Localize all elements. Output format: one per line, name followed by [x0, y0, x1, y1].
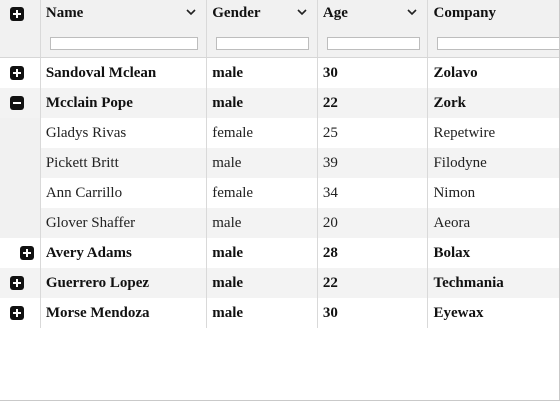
table-row[interactable]: Glover Shaffer male 20 Aeora [0, 208, 559, 238]
grid-header: Name Gender Age Company [0, 0, 559, 58]
cell-name: Pickett Britt [41, 148, 208, 178]
row-expander-cell[interactable] [0, 298, 41, 328]
row-expander-cell[interactable] [0, 238, 41, 268]
header-expand-all[interactable] [0, 0, 41, 57]
row-expander-cell [0, 118, 41, 148]
expand-icon[interactable] [20, 246, 34, 260]
cell-company: Bolax [433, 245, 471, 261]
table-row[interactable]: Pickett Britt male 39 Filodyne [0, 148, 559, 178]
column-title-gender[interactable]: Gender [212, 5, 261, 21]
cell-age: 25 [318, 118, 429, 148]
row-expander-cell [0, 148, 41, 178]
expand-icon[interactable] [10, 306, 24, 320]
chevron-down-icon[interactable] [296, 6, 308, 18]
cell-name: Guerrero Lopez [41, 268, 208, 298]
cell-name: Mcclain Pope [41, 88, 208, 118]
table-row[interactable]: Ann Carrillo female 34 Nimon [0, 178, 559, 208]
chevron-down-icon[interactable] [185, 6, 197, 18]
table-row[interactable]: Guerrero Lopez male 22 Techmania [0, 268, 559, 298]
table-row[interactable]: Morse Mendoza male 30 Eyewax [0, 298, 559, 328]
cell-age: 30 [318, 58, 429, 88]
row-expander-cell [0, 178, 41, 208]
cell-age: 22 [318, 88, 429, 118]
cell-name: Sandoval Mclean [41, 58, 208, 88]
cell-company: Eyewax [433, 305, 484, 321]
expand-icon[interactable] [10, 66, 24, 80]
cell-name: Glover Shaffer [41, 208, 208, 238]
header-company[interactable]: Company [428, 0, 559, 57]
cell-gender: male [207, 298, 318, 328]
table-row[interactable]: Gladys Rivas female 25 Repetwire [0, 118, 559, 148]
row-expander-cell [0, 208, 41, 238]
cell-company: Nimon [433, 185, 476, 201]
cell-age: 30 [318, 298, 429, 328]
header-name[interactable]: Name [40, 0, 208, 57]
filter-age-input[interactable] [326, 37, 420, 50]
collapse-icon[interactable] [10, 96, 24, 110]
cell-age: 34 [318, 178, 429, 208]
cell-company: Filodyne [433, 155, 487, 171]
cell-name: Gladys Rivas [41, 118, 208, 148]
table-row[interactable]: Mcclain Pope male 22 Zork [0, 88, 559, 118]
cell-company: Repetwire [433, 125, 496, 141]
table-row[interactable]: Avery Adams male 28 Bolax [0, 238, 559, 268]
cell-name: Morse Mendoza [41, 298, 208, 328]
cell-gender: male [207, 208, 318, 238]
filter-gender-input[interactable] [216, 37, 310, 50]
cell-gender: male [207, 268, 318, 298]
column-title-name[interactable]: Name [45, 5, 84, 21]
cell-gender: male [207, 148, 318, 178]
cell-gender: male [207, 58, 318, 88]
cell-gender: female [207, 118, 318, 148]
row-expander-cell[interactable] [0, 268, 41, 298]
cell-company: Zork [433, 95, 466, 111]
cell-company: Aeora [433, 215, 471, 231]
table-row[interactable]: Sandoval Mclean male 30 Zolavo [0, 58, 559, 88]
cell-age: 28 [318, 238, 429, 268]
header-age[interactable]: Age [317, 0, 429, 57]
column-title-age[interactable]: Age [322, 5, 348, 21]
cell-company: Techmania [433, 275, 504, 291]
filter-name-input[interactable] [49, 37, 198, 50]
cell-gender: male [207, 238, 318, 268]
grid-body: Sandoval Mclean male 30 Zolavo Mcclain Pope m… [0, 58, 559, 328]
cell-age: 20 [318, 208, 429, 238]
column-title-company[interactable]: Company [433, 5, 496, 21]
row-expander-cell[interactable] [0, 88, 41, 118]
header-gender[interactable]: Gender [207, 0, 318, 57]
cell-gender: male [207, 88, 318, 118]
cell-name: Avery Adams [41, 238, 208, 268]
filter-company-input[interactable] [437, 37, 559, 50]
cell-name: Ann Carrillo [41, 178, 208, 208]
expand-all-icon[interactable] [10, 7, 24, 21]
cell-age: 39 [318, 148, 429, 178]
cell-age: 22 [318, 268, 429, 298]
cell-company: Zolavo [433, 65, 478, 81]
expand-icon[interactable] [10, 276, 24, 290]
chevron-down-icon[interactable] [406, 6, 418, 18]
cell-gender: female [207, 178, 318, 208]
row-expander-cell[interactable] [0, 58, 41, 88]
